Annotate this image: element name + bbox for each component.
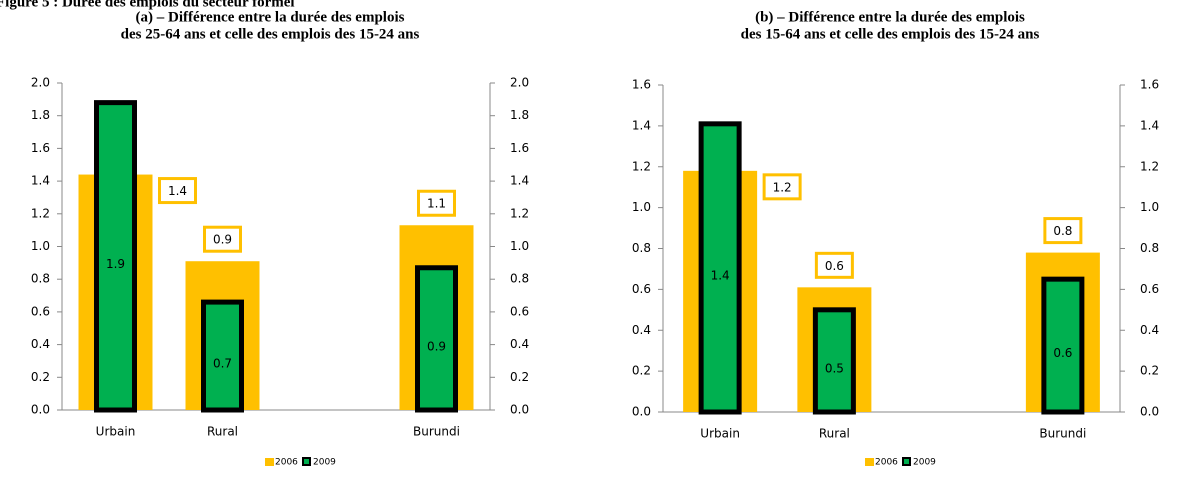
y2-tick-label: 0.0 — [510, 403, 529, 417]
legend-label: 2006 — [275, 458, 298, 468]
y-tick-label: 1.6 — [31, 141, 50, 155]
chart-title: des 15-64 ans et celle des emplois des 1… — [741, 26, 1040, 42]
y2-tick-label: 0.0 — [1140, 405, 1159, 419]
y2-tick-label: 1.6 — [1140, 78, 1159, 92]
value-label: 0.6 — [1053, 346, 1072, 360]
value-label: 0.7 — [213, 357, 232, 371]
legend-swatch — [302, 457, 311, 466]
value-label: 1.4 — [711, 268, 730, 282]
y2-tick-label: 0.6 — [510, 304, 529, 318]
value-label: 0.6 — [825, 259, 844, 273]
y-tick-label: 1.4 — [632, 118, 651, 132]
y-tick-label: 1.8 — [31, 108, 50, 122]
value-label: 0.8 — [1053, 224, 1072, 238]
value-label-box — [1043, 217, 1083, 245]
y2-tick-label: 1.0 — [1140, 200, 1159, 214]
chart-title: (b) – Différence entre la durée des empl… — [755, 9, 1025, 25]
y-tick-label: 0.8 — [632, 241, 651, 255]
y-tick-label: 0.2 — [31, 370, 50, 384]
value-label: 1.1 — [427, 197, 446, 211]
bar-2009 — [812, 307, 856, 415]
legend-swatch — [902, 457, 911, 466]
y-tick-label: 0.6 — [632, 282, 651, 296]
y2-tick-label: 1.2 — [1140, 159, 1159, 173]
legend-swatch — [265, 458, 274, 466]
y-tick-label: 1.0 — [31, 239, 50, 253]
y2-tick-label: 1.6 — [510, 141, 529, 155]
x-tick-label: Rural — [819, 427, 850, 441]
y2-tick-label: 1.8 — [510, 108, 529, 122]
value-label-box — [762, 173, 802, 201]
y2-tick-label: 0.4 — [510, 337, 529, 351]
x-tick-label: Urbain — [96, 425, 136, 439]
legend-label: 2009 — [913, 458, 936, 468]
y-tick-label: 0.0 — [31, 403, 50, 417]
legend-label: 2006 — [875, 458, 898, 468]
figure-title: Figure 5 : Durée des emplois du secteur … — [0, 0, 295, 10]
bar-2009 — [698, 121, 742, 415]
y2-tick-label: 0.6 — [1140, 282, 1159, 296]
x-tick-label: Urbain — [700, 427, 740, 441]
legend-label: 2009 — [313, 458, 336, 468]
x-tick-label: Burundi — [413, 425, 460, 439]
value-label: 1.9 — [106, 257, 125, 271]
y-tick-label: 1.2 — [632, 159, 651, 173]
y2-tick-label: 0.4 — [1140, 323, 1159, 337]
y2-tick-label: 0.8 — [1140, 241, 1159, 255]
y-tick-label: 0.4 — [31, 337, 50, 351]
y-tick-label: 1.6 — [632, 78, 651, 92]
value-label-box — [814, 251, 854, 279]
bar-2009 — [1041, 276, 1085, 415]
value-label: 1.4 — [168, 184, 187, 198]
y2-tick-label: 2.0 — [510, 76, 529, 90]
y-tick-label: 1.2 — [31, 206, 50, 220]
y2-tick-label: 0.2 — [1140, 364, 1159, 378]
chart-title: des 25-64 ans et celle des emplois des 1… — [121, 26, 420, 42]
y2-tick-label: 1.4 — [1140, 118, 1159, 132]
bar-2009 — [415, 265, 458, 413]
y-tick-label: 0.8 — [31, 272, 50, 286]
y2-tick-label: 0.8 — [510, 272, 529, 286]
y-tick-label: 0.4 — [632, 323, 651, 337]
y-tick-label: 0.2 — [632, 364, 651, 378]
value-label-box — [158, 177, 197, 205]
y-tick-label: 2.0 — [31, 76, 50, 90]
y2-tick-label: 1.0 — [510, 239, 529, 253]
y-tick-label: 1.0 — [632, 200, 651, 214]
y2-tick-label: 1.4 — [510, 174, 529, 188]
y-tick-label: 0.0 — [632, 405, 651, 419]
bar-2009 — [94, 100, 137, 413]
x-tick-label: Burundi — [1039, 427, 1086, 441]
bar-2009 — [201, 299, 244, 413]
value-label: 1.2 — [773, 180, 792, 194]
y2-tick-label: 0.2 — [510, 370, 529, 384]
value-label-box — [203, 225, 242, 253]
y-tick-label: 0.6 — [31, 304, 50, 318]
y2-tick-label: 1.2 — [510, 206, 529, 220]
value-label: 0.5 — [825, 361, 844, 375]
value-label: 0.9 — [213, 233, 232, 247]
legend-swatch — [865, 458, 874, 466]
x-tick-label: Rural — [207, 425, 238, 439]
value-label-box — [417, 189, 456, 217]
y-tick-label: 1.4 — [31, 174, 50, 188]
value-label: 0.9 — [427, 339, 446, 353]
chart-title: (a) – Différence entre la durée des empl… — [136, 9, 405, 25]
